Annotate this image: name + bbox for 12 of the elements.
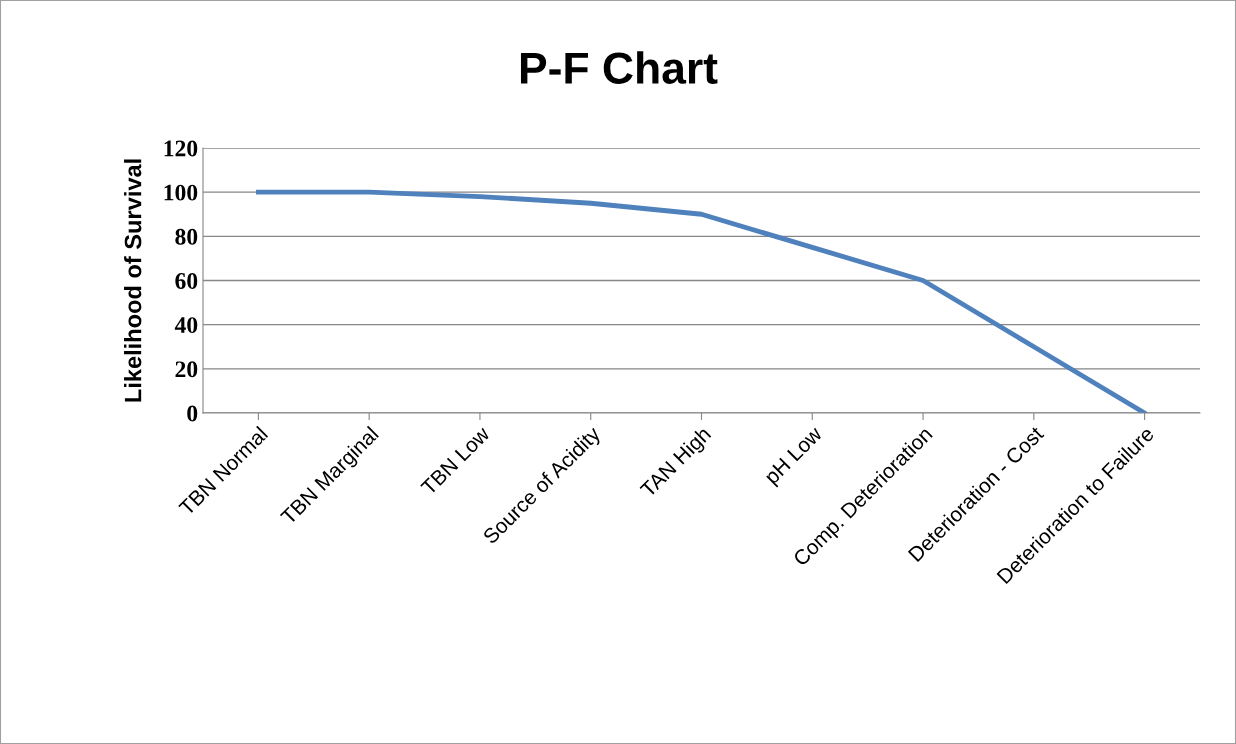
y-tick-label: 20 [175,361,198,378]
chart-title: P-F Chart [520,51,718,84]
y-tick-label: 80 [175,228,198,245]
y-tick-label: 0 [187,405,198,422]
x-tick-label: TBN Low [420,425,491,496]
y-tick-label: 120 [164,140,198,157]
y-tick-label: 100 [164,184,198,201]
y-axis-title: Likelihood of Survival [124,159,142,402]
y-tick-label: 60 [175,272,198,289]
line-series [255,189,1148,413]
x-tick-label: pH Low [763,425,827,488]
y-tick-label: 40 [174,317,198,334]
